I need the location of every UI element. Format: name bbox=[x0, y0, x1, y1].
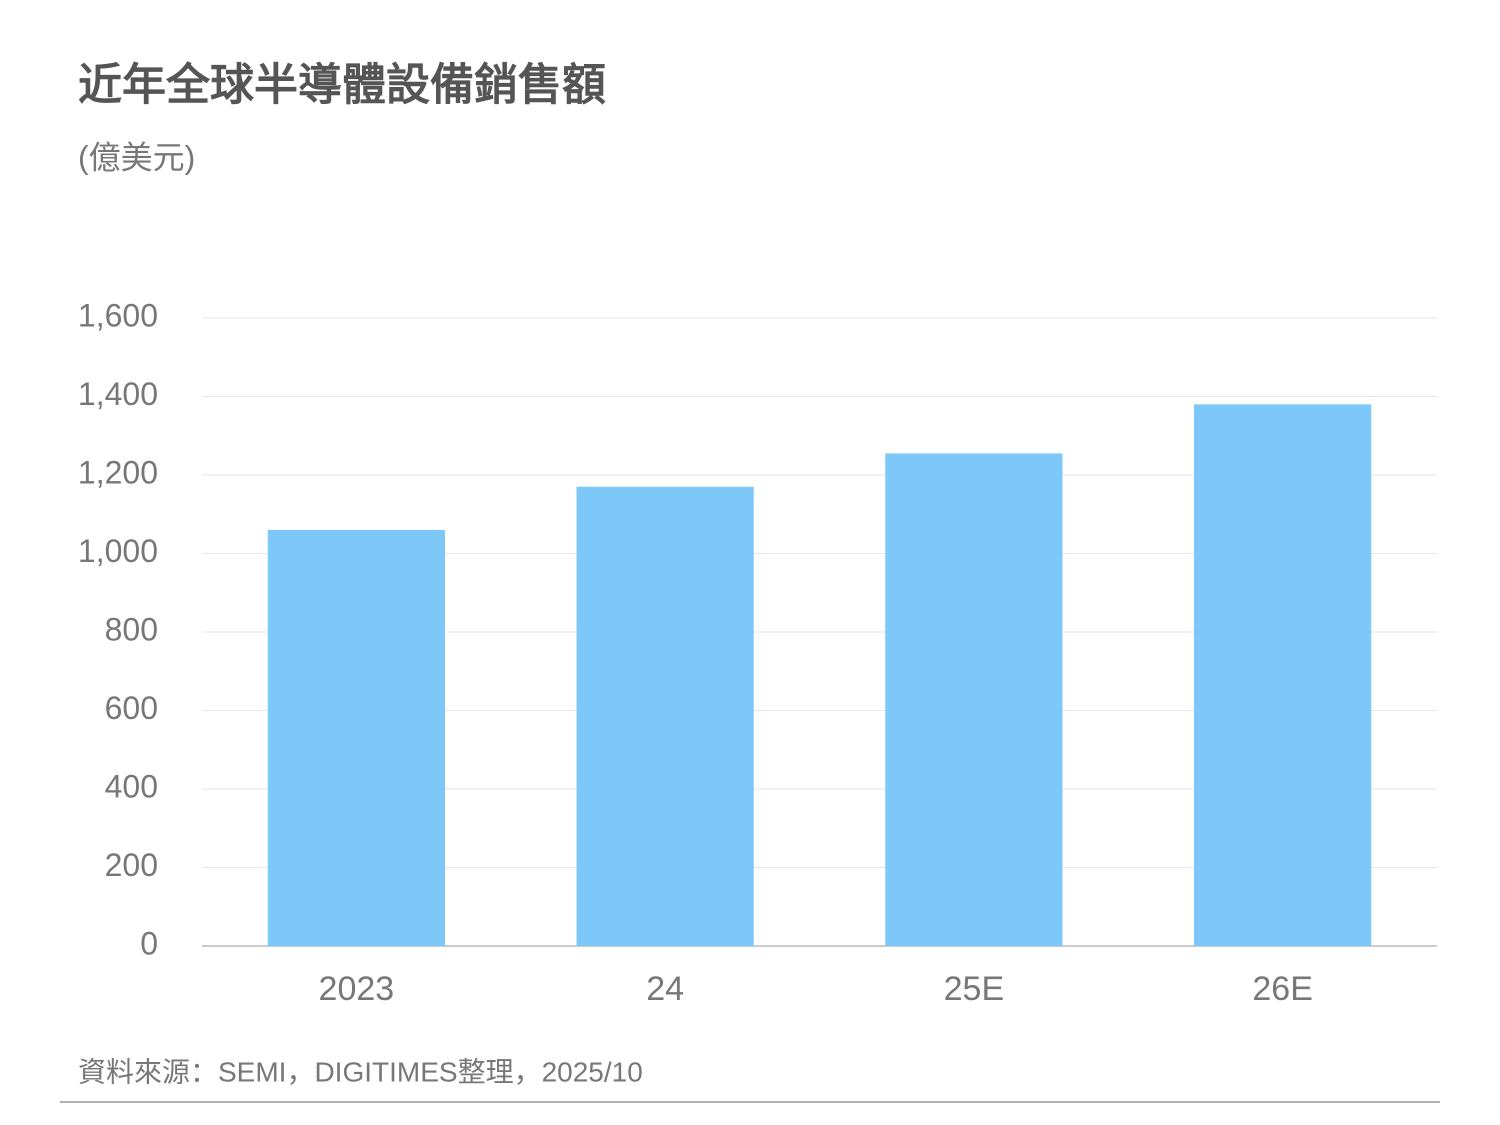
chart-title: 近年全球半導體設備銷售額 bbox=[78, 60, 606, 110]
y-tick-label: 0 bbox=[140, 925, 158, 961]
chart-subtitle: (億美元) bbox=[78, 139, 195, 175]
y-tick-label: 1,000 bbox=[78, 533, 158, 569]
x-tick-label: 2023 bbox=[319, 970, 395, 1008]
y-tick-label: 1,400 bbox=[78, 376, 158, 412]
bar bbox=[576, 486, 754, 946]
x-tick-label: 26E bbox=[1252, 970, 1313, 1008]
bar bbox=[267, 529, 445, 946]
x-tick-label: 25E bbox=[944, 970, 1005, 1008]
y-tick-label: 200 bbox=[105, 847, 158, 883]
y-tick-label: 400 bbox=[105, 768, 158, 804]
x-tick-label: 24 bbox=[646, 970, 684, 1008]
y-tick-label: 800 bbox=[105, 611, 158, 647]
source-note: 資料來源：SEMI，DIGITIMES整理，2025/10 bbox=[78, 1056, 643, 1087]
y-tick-label: 1,600 bbox=[78, 297, 158, 333]
y-tick-label: 600 bbox=[105, 690, 158, 726]
y-tick-label: 1,200 bbox=[78, 454, 158, 490]
bar bbox=[1194, 404, 1372, 947]
bar bbox=[885, 453, 1063, 946]
